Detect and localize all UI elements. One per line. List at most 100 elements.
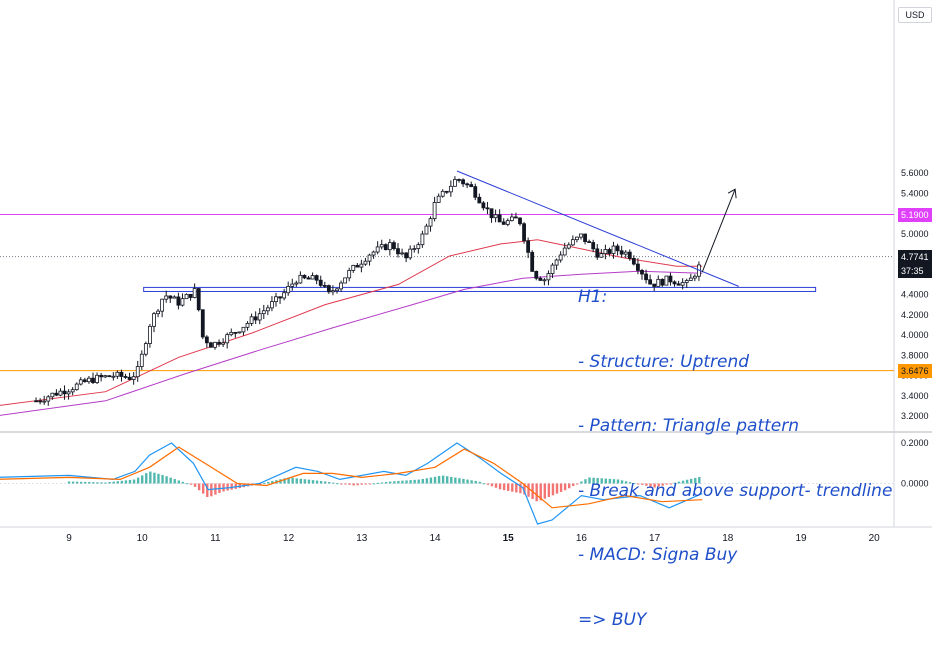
candle-body	[566, 244, 571, 249]
candle-body	[50, 392, 55, 398]
candle-body	[209, 342, 213, 348]
histogram-bar	[263, 482, 266, 484]
candle-body	[213, 341, 217, 348]
histogram-bar	[555, 483, 559, 494]
candle-body	[54, 392, 59, 396]
histogram-bar	[433, 476, 437, 484]
candle-body	[627, 251, 632, 259]
candle-body	[489, 208, 494, 219]
candle-body	[652, 283, 657, 287]
candle-body	[143, 343, 148, 355]
histogram-bar	[169, 477, 172, 484]
candle-body	[542, 279, 547, 282]
histogram-bar	[258, 483, 262, 485]
histogram-bar	[486, 483, 490, 485]
histogram-bar	[458, 478, 461, 484]
histogram-bar	[210, 483, 213, 497]
histogram-bar	[588, 477, 591, 484]
annotation-line: => BUY	[578, 609, 647, 630]
candle-body	[383, 244, 388, 251]
histogram-bar	[360, 483, 363, 485]
annotation-line: - Structure: Uptrend	[578, 351, 750, 372]
candle-body	[461, 179, 465, 185]
candle-body	[387, 242, 392, 251]
histogram-bar	[136, 477, 140, 484]
support-price-label: 3.6476	[898, 363, 932, 378]
candle-body	[493, 214, 498, 219]
candle-body	[95, 374, 99, 383]
currency-label[interactable]: USD	[898, 7, 932, 23]
histogram-bar	[694, 477, 697, 484]
candle-body	[619, 250, 624, 255]
histogram-bar	[421, 479, 424, 484]
histogram-bar	[681, 480, 685, 484]
y-tick-label: 5.6000	[901, 168, 929, 178]
histogram-bar	[515, 483, 518, 493]
y-tick-label: 3.4000	[901, 391, 929, 401]
candle-body	[676, 283, 681, 286]
histogram-bar	[271, 481, 274, 484]
candle-body	[270, 301, 274, 309]
histogram-bar	[470, 480, 473, 484]
histogram-bar	[181, 481, 185, 484]
candle-body	[359, 263, 364, 268]
candle-body	[404, 252, 409, 259]
histogram-bar	[645, 483, 648, 486]
macd-y-tick-label: 0.0000	[901, 479, 929, 489]
histogram-bar	[612, 479, 616, 484]
candle-body	[156, 310, 160, 315]
y-tick-label: 4.4000	[901, 290, 929, 300]
histogram-bar	[173, 479, 176, 484]
histogram-bar	[80, 481, 83, 484]
candle-body	[278, 296, 282, 299]
candle-body	[168, 295, 173, 299]
candle-body	[526, 240, 531, 253]
histogram-bar	[112, 481, 115, 484]
price-chart[interactable]: 3.20003.40003.60003.80004.00004.20004.40…	[0, 0, 932, 550]
histogram-bar	[75, 481, 79, 484]
histogram-bar	[568, 483, 571, 489]
histogram-bar	[425, 478, 429, 484]
histogram-bar	[307, 479, 311, 484]
candle-body	[282, 292, 287, 299]
candle-body	[172, 296, 177, 299]
candle-body	[103, 375, 108, 378]
candle-body	[302, 274, 307, 279]
histogram-bar	[96, 482, 99, 484]
histogram-bar	[328, 482, 331, 484]
candle-body	[595, 248, 600, 258]
candle-body	[335, 288, 339, 292]
histogram-bar	[661, 483, 664, 486]
candle-body	[241, 326, 246, 333]
candle-body	[343, 277, 348, 284]
histogram-bar	[311, 480, 315, 484]
histogram-bar	[474, 480, 477, 484]
candle-body	[558, 254, 563, 261]
candle-body	[469, 184, 474, 188]
histogram-bar	[161, 474, 164, 484]
histogram-bar	[189, 483, 193, 485]
x-tick-label: 20	[869, 533, 881, 544]
histogram-bar	[157, 473, 160, 484]
candle-body	[444, 190, 449, 193]
candle-body	[692, 275, 697, 279]
candle-body	[660, 278, 665, 286]
candle-body	[331, 290, 335, 293]
histogram-bar	[523, 483, 526, 495]
candle-body	[436, 195, 441, 203]
candle-body	[648, 279, 653, 285]
candle-body	[38, 400, 43, 403]
candle-body	[249, 316, 254, 324]
histogram-bar	[450, 476, 453, 484]
histogram-bar	[563, 483, 567, 491]
histogram-bar	[197, 483, 201, 491]
histogram-bar	[372, 483, 376, 485]
candle-body	[233, 331, 238, 334]
histogram-bar	[185, 483, 189, 485]
ma-fast-line	[0, 239, 703, 406]
histogram-bar	[132, 479, 136, 484]
candle-body	[497, 214, 502, 223]
support-zone	[143, 286, 817, 292]
candle-body	[664, 275, 669, 286]
candle-body	[412, 248, 417, 250]
